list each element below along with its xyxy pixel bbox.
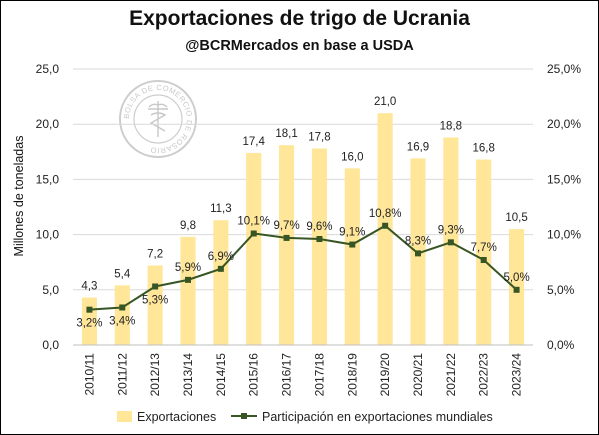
line-point [86, 306, 93, 313]
x-tick-label: 2013/14 [181, 353, 195, 397]
line-point [152, 283, 159, 290]
line-point [217, 265, 224, 272]
watermark-seal: BOLSA DE COMERCIO DE ROSARIO [119, 80, 197, 158]
bar [213, 220, 229, 345]
line-point [283, 234, 290, 241]
x-tick-label: 2011/12 [115, 353, 129, 396]
chart-title: Exportaciones de trigo de Ucrania [129, 7, 470, 30]
line-value-label: 5,9% [175, 262, 201, 274]
line-value-label: 9,6% [306, 221, 332, 233]
y2-tick-label: 25,0% [547, 62, 581, 76]
bar-value-label: 18,8 [440, 120, 462, 132]
y-tick-label: 10,0 [36, 228, 60, 242]
bar-value-label: 16,8 [473, 143, 495, 155]
x-tick-label: 2022/23 [477, 353, 491, 397]
bar [377, 113, 393, 345]
legend-swatch-marker [241, 413, 247, 419]
line-value-label: 7,7% [471, 242, 497, 254]
bar-value-label: 21,0 [374, 96, 396, 108]
bar-value-label: 7,2 [147, 249, 163, 261]
x-tick-label: 2023/24 [510, 353, 524, 397]
bar-value-label: 5,4 [114, 268, 131, 280]
line-point [415, 250, 421, 257]
bar-value-label: 10,5 [505, 212, 527, 224]
bar-value-label: 16,0 [341, 151, 363, 163]
x-tick-label: 2010/11 [82, 353, 96, 396]
line-point [480, 256, 487, 263]
bar [180, 236, 196, 345]
line-value-label: 9,7% [273, 220, 299, 232]
legend-label-participacion: Participación en exportaciones mundiales [262, 410, 493, 424]
line-series [86, 222, 520, 313]
bar-value-label: 17,4 [243, 136, 266, 148]
y2-tick-label: 20,0% [547, 117, 581, 131]
bar-value-label: 16,9 [407, 141, 429, 153]
y2-tick-label: 15,0% [547, 172, 581, 186]
y-tick-label: 0,0 [42, 338, 59, 352]
legend-label-exportaciones: Exportaciones [137, 410, 216, 424]
x-tick-label: 2017/18 [312, 353, 326, 397]
x-tick-label: 2021/22 [444, 353, 458, 397]
line-point [250, 230, 257, 237]
x-tick-label: 2012/13 [148, 353, 162, 397]
line-value-label: 8,3% [405, 235, 431, 247]
bar-value-label: 4,3 [81, 281, 97, 293]
bar [311, 148, 327, 345]
y-axis-label: Millones de toneladas [12, 136, 26, 257]
line-value-label: 10,8% [369, 208, 402, 220]
x-tick-label: 2019/20 [378, 353, 392, 397]
bar-value-label: 17,8 [308, 131, 330, 143]
line-value-label: 5,3% [142, 294, 168, 306]
line-value-label: 5,0% [503, 272, 529, 284]
line-value-label: 3,2% [76, 318, 102, 330]
x-tick-label: 2018/19 [345, 353, 359, 397]
bar [114, 285, 130, 345]
y-tick-label: 20,0 [36, 117, 60, 131]
line-point [382, 222, 389, 229]
legend-swatch-exportaciones [117, 411, 132, 422]
bar-value-label: 9,8 [180, 220, 196, 232]
line-value-label: 10,1% [237, 215, 270, 227]
caduceus-icon [148, 101, 168, 137]
y-tick-label: 25,0 [36, 62, 60, 76]
x-tick-label: 2020/21 [411, 353, 425, 397]
share-line [89, 224, 518, 311]
y2-tick-label: 0,0% [547, 338, 575, 352]
y-tick-label: 5,0 [42, 283, 59, 297]
x-tick-label: 2015/16 [247, 353, 261, 397]
bar [476, 159, 492, 345]
legend: Exportaciones Participación en exportaci… [117, 410, 493, 424]
line-point [447, 239, 454, 246]
bar [279, 145, 295, 345]
chart-subtitle: @BCRMercados en base a USDA [185, 38, 414, 54]
y-tick-label: 15,0 [36, 172, 60, 186]
line-point [513, 286, 520, 293]
line-point [316, 236, 323, 243]
line-point [119, 304, 126, 311]
line-point [349, 241, 356, 248]
x-tick-label: 2016/17 [280, 353, 294, 397]
bar [344, 168, 360, 345]
line-value-label: 9,3% [438, 224, 464, 236]
line-point [185, 276, 191, 283]
x-tick-label: 2014/15 [214, 353, 228, 397]
y2-tick-label: 10,0% [547, 228, 581, 242]
bar-value-label: 11,3 [210, 203, 232, 215]
bar-value-label: 18,1 [275, 128, 297, 140]
line-value-label: 3,4% [109, 315, 135, 327]
y2-tick-label: 5,0% [547, 283, 575, 297]
line-value-label: 9,1% [339, 227, 365, 239]
line-value-label: 6,9% [208, 251, 234, 263]
bar [246, 152, 262, 345]
